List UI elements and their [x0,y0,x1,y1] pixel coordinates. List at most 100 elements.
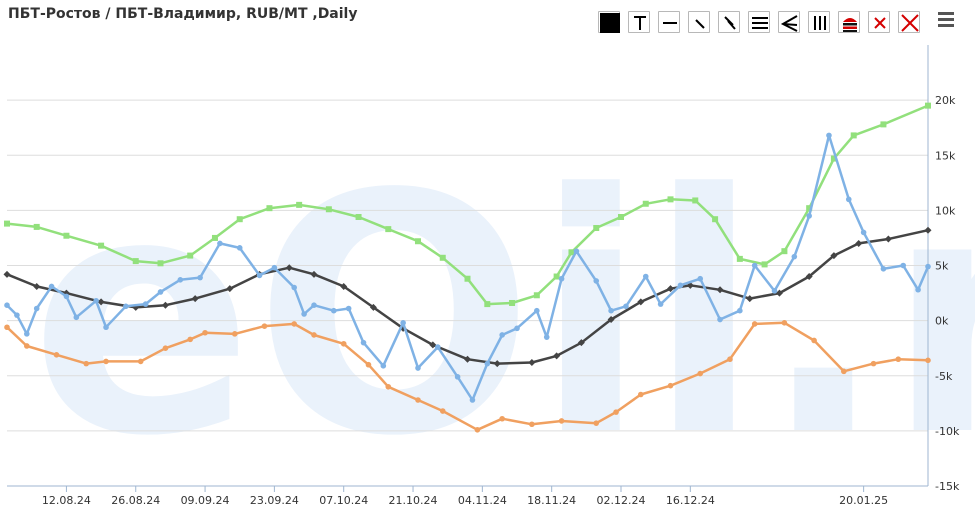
data-point [880,121,887,128]
data-point [870,360,877,367]
watermark-text: eOil.ru [30,124,975,508]
data-point [667,382,674,389]
data-point [285,264,293,272]
data-point [577,339,585,347]
data-point [197,274,203,281]
data-point [573,248,580,254]
data-point [231,331,238,337]
data-point [667,196,674,203]
fan-button[interactable] [778,11,800,33]
x-tick-label: 23.09.24 [250,494,299,507]
data-point [24,331,30,337]
data-point [137,358,144,365]
data-point [464,275,471,282]
y-tick-label: 10k [935,204,956,217]
data-point [900,262,907,269]
delete-selected-icon [874,17,886,29]
data-point [607,316,615,324]
data-point [593,420,600,426]
x-tick-label: 09.09.24 [181,494,230,507]
x-tick-label: 12.08.24 [42,494,91,507]
series-0 [4,102,931,308]
x-tick-label: 07.10.24 [319,494,368,507]
data-point [33,223,40,230]
data-point [301,311,307,317]
data-point [637,298,645,306]
data-point [311,302,317,308]
parallel-lines-icon [724,16,736,30]
vertical-lines-button[interactable] [808,11,830,33]
data-point [775,289,783,297]
chart-menu-button[interactable] [938,12,956,28]
data-point [3,270,11,278]
series-line [6,228,929,365]
data-point [331,307,337,314]
x-axis-ticks: 12.08.24 26.08.24 09.09.24 23.09.24 07.10.24… [42,486,888,507]
data-point [657,301,664,307]
data-point [751,262,758,269]
data-point [434,344,441,350]
data-point [623,303,629,310]
data-point [464,355,471,363]
data-point [93,297,99,304]
channel-icon [752,17,768,29]
data-point [177,277,184,283]
data-point [716,286,724,294]
data-point [385,383,392,390]
data-point [543,334,550,340]
data-point [132,258,139,265]
data-point [493,360,501,368]
data-point [806,213,812,219]
x-tick-label: 16.12.24 [666,494,715,507]
data-point [202,329,208,336]
data-point [53,352,60,358]
watermark: eOil.ru [30,124,975,508]
data-point [850,132,857,139]
data-point [236,245,243,251]
data-point [761,261,768,268]
data-point [157,289,164,295]
channel-button[interactable] [748,11,770,33]
data-point [593,225,600,232]
data-point [369,303,377,311]
x-tick-label: 02.12.24 [597,494,646,507]
data-point [142,301,149,307]
data-point [33,305,40,312]
data-point [63,293,70,300]
layers-button[interactable] [838,11,860,33]
delete-all-button[interactable] [898,11,920,33]
data-point [261,323,268,329]
data-point [191,295,199,303]
data-point [439,254,446,261]
fan-icon [780,15,798,32]
text-tool-button[interactable] [628,11,650,33]
data-point [811,337,817,344]
x-tick-label: 21.10.24 [389,494,438,507]
data-point [509,299,516,306]
data-point [533,292,540,299]
y-tick-label: -10k [935,425,960,438]
data-point [211,234,218,241]
black-square-button[interactable] [598,11,620,33]
data-point [925,263,931,270]
trend-line-button[interactable] [688,11,710,33]
horizontal-line-button[interactable] [658,11,680,33]
parallel-lines-button[interactable] [718,11,740,33]
delete-selected-button[interactable] [868,11,890,33]
data-point [73,314,80,321]
data-point [345,305,352,312]
data-point [33,282,41,290]
data-point [736,255,743,262]
black-square-icon [600,13,620,33]
data-point [439,408,446,414]
data-point [365,361,372,368]
data-point [712,216,719,223]
data-point [830,252,838,260]
data-point [484,360,491,367]
data-point [14,312,20,318]
data-point [454,374,461,380]
data-point [360,339,367,346]
data-point [529,421,535,428]
data-point [805,273,813,281]
